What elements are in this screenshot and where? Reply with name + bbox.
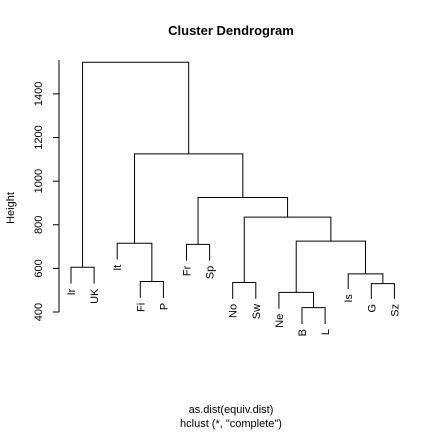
merge-branch <box>186 243 211 261</box>
y-tick-label: 800 <box>33 216 45 234</box>
leaf-labels: Ir UK It Fi P Fr Sp No Sw Ne B L Is G Sz <box>66 265 401 337</box>
leaf-label-no: No <box>228 304 240 318</box>
method-label: hclust (*, "complete") <box>180 418 282 430</box>
merge-branch <box>197 196 289 245</box>
leaf-label-l: L <box>320 329 332 335</box>
merge-branch <box>116 242 153 282</box>
merge-branch <box>370 283 395 299</box>
dendrogram-branches <box>70 61 395 324</box>
merge-branch <box>278 291 315 309</box>
leaf-label-ir: Ir <box>66 288 78 295</box>
merge-branch <box>70 266 95 284</box>
leaf-label-b: B <box>297 329 309 336</box>
merge-branch <box>134 153 244 244</box>
merge-branch <box>139 280 164 298</box>
y-axis-ticks: 400 600 800 1000 1200 1400 <box>33 82 59 321</box>
leaf-label-sz: Sz <box>389 304 401 317</box>
merge-branch <box>295 240 367 293</box>
leaf-label-fr: Fr <box>182 265 194 276</box>
y-tick-label: 1200 <box>33 125 45 149</box>
merge-branch <box>243 216 332 283</box>
chart-title: Cluster Dendrogram <box>168 23 294 38</box>
leaf-label-is: Is <box>343 294 355 303</box>
leaf-label-p: P <box>158 303 170 310</box>
y-axis-label: Height <box>5 192 17 224</box>
leaf-label-uk: UK <box>89 288 101 304</box>
leaf-label-sp: Sp <box>205 266 217 279</box>
leaf-label-sw: Sw <box>251 304 263 319</box>
leaf-label-ne: Ne <box>274 314 286 328</box>
merge-branch <box>347 273 384 290</box>
leaf-label-g: G <box>366 304 378 313</box>
leaf-label-it: It <box>112 265 124 271</box>
merge-branch <box>232 282 257 299</box>
merge-branch <box>82 61 190 268</box>
merge-branch <box>301 307 326 324</box>
y-tick-label: 1400 <box>33 82 45 106</box>
y-tick-label: 1000 <box>33 169 45 193</box>
y-tick-label: 400 <box>33 303 45 321</box>
x-axis-label: as.dist(equiv.dist) <box>189 404 274 416</box>
y-tick-label: 600 <box>33 259 45 277</box>
leaf-label-fi: Fi <box>135 303 147 312</box>
